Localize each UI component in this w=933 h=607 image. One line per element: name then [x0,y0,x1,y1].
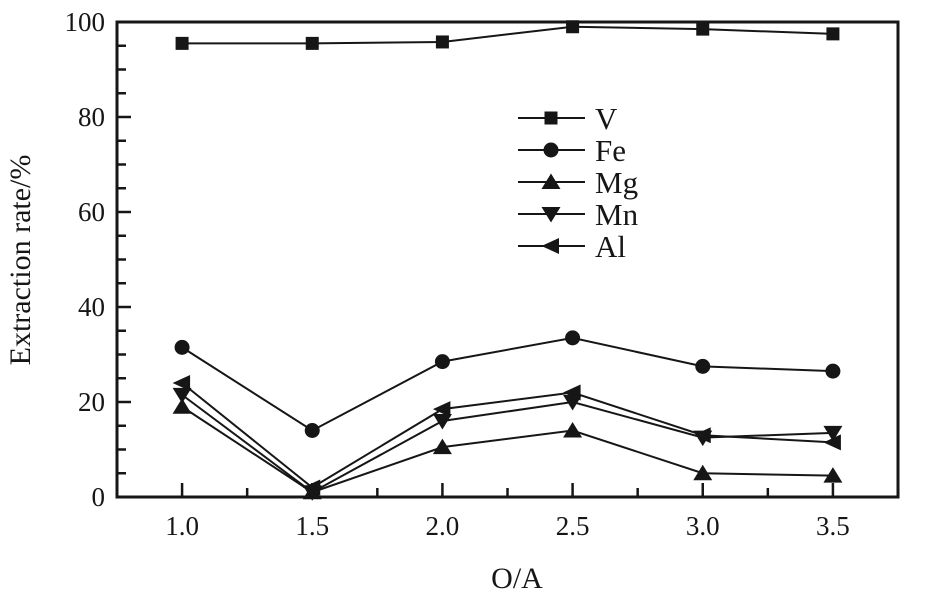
series-mg-line [181,405,833,494]
x-tick-label: 3.5 [816,511,850,541]
legend-mg-label: Mg [595,165,638,200]
series-al-marker [823,434,841,451]
series-al-marker [693,427,711,444]
legend-mg-marker-triangle-up-icon [541,173,561,189]
series-mg-marker [563,422,583,438]
y-tick-label: 0 [92,482,106,512]
series-v-marker [826,27,840,41]
legend-item-mg: Mg [518,165,638,200]
series-fe-marker [695,358,711,374]
series-v-marker [566,20,580,34]
series-v-marker [305,36,319,50]
y-tick-label: 20 [78,387,105,417]
series-v [175,20,840,50]
series-fe [174,330,841,438]
legend-v-label: V [595,101,618,136]
series-fe-marker [825,363,841,379]
legend-mn-marker-triangle-down-icon [541,207,561,223]
legend-al-label: Al [595,229,626,264]
x-tick-label: 2.0 [426,511,460,541]
series-v-marker [696,22,710,36]
y-axis-title: Extraction rate/% [4,155,37,366]
series-al-marker [563,384,581,401]
series-al-marker [302,479,321,496]
y-tick-label: 40 [78,292,105,322]
series-al-line [181,382,833,489]
series-fe-line [181,336,833,432]
series-mn-marker [432,414,452,430]
legend-item-fe: Fe [518,133,626,168]
series-mg-marker [432,438,452,455]
series-mg-marker [823,467,843,483]
legend-al-marker-triangle-left-icon [541,238,559,254]
legend-item-al: Al [518,229,626,264]
x-axis-title: O/A [491,562,543,595]
legend-fe-marker-circle-icon [543,142,559,158]
series-v-marker [175,36,189,50]
y-tick-label: 60 [78,197,105,227]
x-tick-label: 1.5 [295,511,329,541]
series-fe-marker [565,330,581,346]
series-fe-marker [304,423,320,438]
legend-fe-label: Fe [595,133,626,168]
legend-item-v: V [518,101,618,136]
legend-item-mn: Mn [518,197,639,232]
y-tick-label: 100 [65,7,106,37]
series-mg-marker [172,398,192,414]
plot-frame [115,20,900,499]
y-tick-label: 80 [78,102,105,132]
legend-mn-label: Mn [595,197,639,232]
x-tick-label: 2.5 [556,511,590,541]
series-al-marker [432,401,451,418]
series-al [172,375,841,496]
series-mn-marker [172,387,192,404]
x-tick-label: 3.0 [686,511,720,541]
series-mg [172,398,843,500]
x-tick-label: 1.0 [165,511,199,541]
series-mn-marker [823,425,843,442]
series-v-line [182,25,833,45]
series-fe-marker [434,354,450,370]
series-mg-marker [693,464,713,481]
legend-v-marker-square-icon [544,111,558,125]
series-fe-marker [174,339,190,355]
series-al-marker [172,375,191,391]
series-v-marker [435,35,449,49]
